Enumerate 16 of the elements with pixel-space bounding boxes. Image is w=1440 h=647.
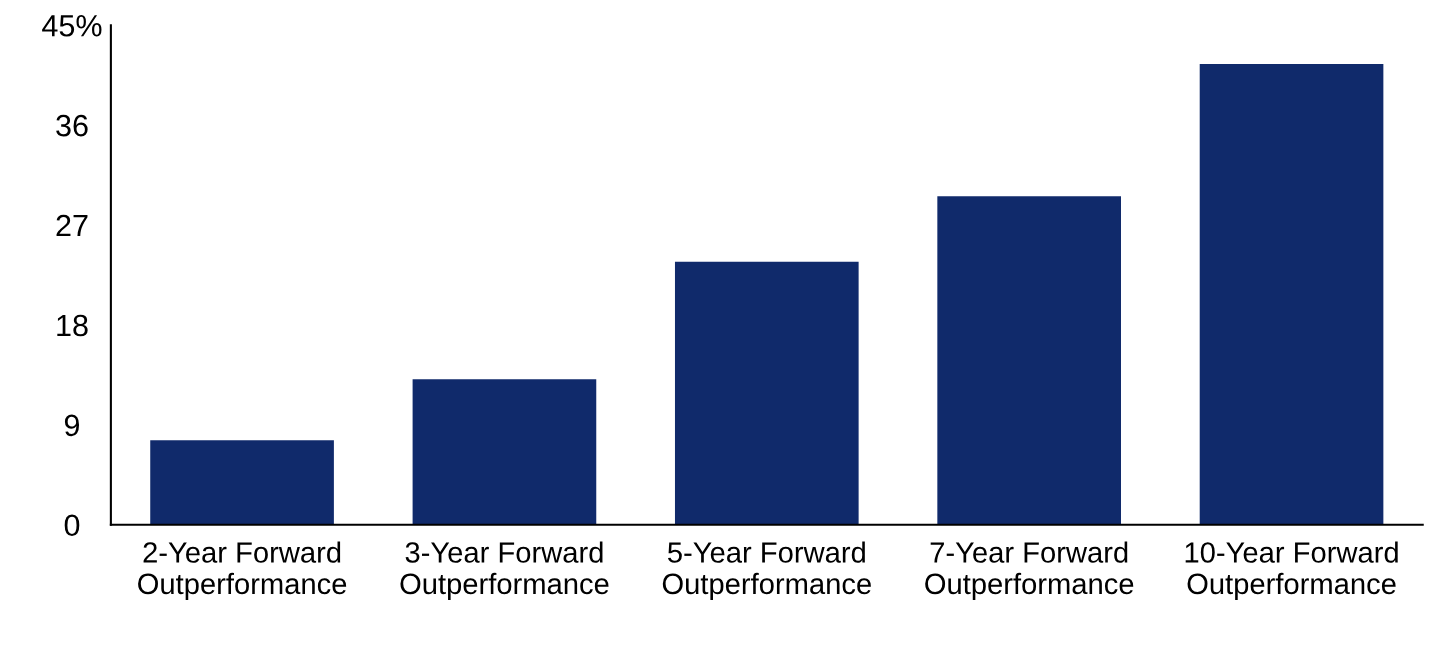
x-tick-label: 10-Year Forward Outperformance xyxy=(1185,541,1398,600)
bar xyxy=(412,379,597,525)
x-tick-label: 2-Year Forward Outperformance xyxy=(138,541,347,600)
y-tick-label: 27 xyxy=(56,214,88,237)
y-tick-label: 9 xyxy=(64,414,80,437)
x-tick-label: 3-Year Forward Outperformance xyxy=(400,541,609,600)
bar xyxy=(937,196,1121,525)
x-tick-label: 7-Year Forward Outperformance xyxy=(925,541,1134,600)
bar xyxy=(1199,64,1384,525)
y-tick-label: 0 xyxy=(64,514,80,537)
bar xyxy=(150,440,334,525)
y-tick-label: 45% xyxy=(42,15,102,37)
bar xyxy=(674,261,859,525)
x-tick-label: 5-Year Forward Outperformance xyxy=(662,541,871,600)
y-tick-label: 36 xyxy=(56,114,88,137)
y-tick-label: 18 xyxy=(57,314,88,337)
